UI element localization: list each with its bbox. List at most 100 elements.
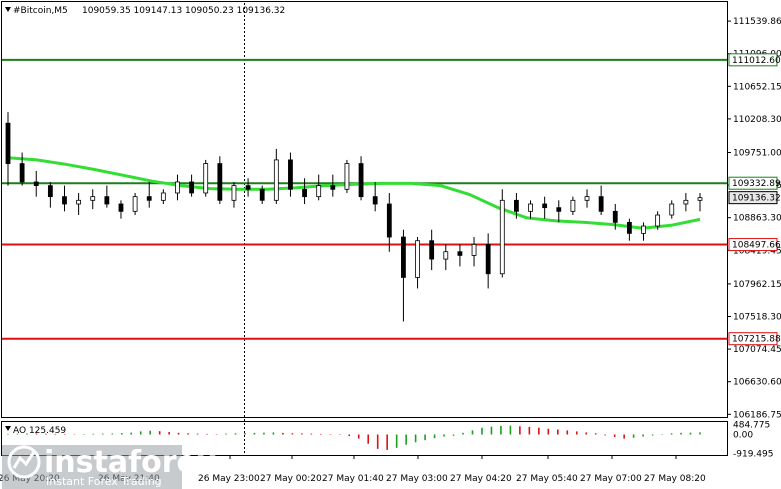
- moving-average: [7, 156, 701, 230]
- candle-body: [189, 181, 194, 194]
- y-tick-label: 110208.30: [733, 115, 781, 125]
- candle-body: [160, 192, 166, 201]
- candle-body: [104, 196, 110, 205]
- x-tick-label: 27 May 03:00: [386, 474, 448, 484]
- candle-body: [683, 199, 689, 205]
- candle-body: [288, 159, 293, 190]
- candle-body: [273, 159, 279, 201]
- candle-body: [499, 199, 505, 275]
- candle-body: [62, 196, 67, 205]
- candle-body: [386, 203, 392, 238]
- chevron-down-icon[interactable]: [5, 7, 11, 12]
- ao-tick-label: 0.00: [733, 430, 753, 440]
- candle-body: [118, 203, 124, 212]
- candles: [5, 112, 703, 322]
- ao-histogram: [7, 425, 701, 450]
- candle-body: [259, 188, 265, 201]
- candle-body: [471, 243, 477, 256]
- candle-body: [429, 240, 435, 260]
- candle-body: [443, 251, 449, 260]
- candle-body: [372, 196, 378, 205]
- level-tag-label: 107215.88: [732, 335, 781, 345]
- y-tick-label: 106630.60: [733, 378, 781, 388]
- candle-body: [556, 207, 562, 212]
- candle-body: [344, 163, 350, 190]
- current-price-tag-label: 109136.32: [732, 194, 781, 204]
- candle-body: [415, 240, 420, 278]
- candle-body: [584, 196, 590, 201]
- candle-body: [146, 196, 152, 201]
- candle-body: [316, 185, 322, 198]
- ao-tick-label: 484.775: [733, 421, 770, 431]
- candle-body: [655, 214, 661, 227]
- x-tick-label: 27 May 05:40: [516, 474, 578, 484]
- logo-brand: instaforex: [44, 445, 216, 480]
- candle-body: [203, 163, 209, 194]
- candle-body: [132, 196, 138, 212]
- level-tag-label: 109332.89: [732, 179, 781, 189]
- candle-body: [457, 251, 463, 256]
- x-tick-label: 27 May 04:20: [450, 474, 512, 484]
- candle-body: [528, 203, 533, 212]
- level-tag-label: 108497.66: [732, 241, 781, 251]
- candle-body: [33, 181, 39, 187]
- y-tick-label: 106186.75: [733, 410, 781, 420]
- y-tick-label: 107518.30: [733, 312, 781, 322]
- candle-body: [47, 185, 53, 198]
- candle-body: [217, 163, 223, 201]
- level-tag-box: [728, 238, 778, 252]
- level-tag-box: [728, 53, 778, 67]
- candle-body: [598, 196, 604, 212]
- logo-tagline: Instant Forex Trading: [46, 475, 162, 488]
- x-tick-label: 27 May 00:20: [260, 474, 322, 484]
- y-tick-label: 109751.00: [733, 149, 781, 159]
- candle-body: [175, 181, 180, 194]
- indicator-plot-frame: [1, 421, 728, 456]
- ao-tick-label: -919.495: [733, 449, 773, 459]
- candle-body: [612, 210, 618, 223]
- candle-body: [626, 221, 632, 234]
- candle-body: [19, 163, 25, 183]
- ao-label: AO 125.459: [13, 426, 66, 436]
- main-plot-frame: [1, 1, 728, 418]
- candle-body: [245, 185, 251, 190]
- candle-body: [669, 203, 675, 216]
- candle-body: [641, 225, 646, 234]
- candle-body: [302, 188, 307, 198]
- x-tick-label: 27 May 08:20: [644, 474, 706, 484]
- candle-body: [5, 122, 11, 164]
- candle-body: [76, 199, 82, 205]
- y-tick-label: 107074.45: [733, 345, 781, 355]
- candle-body: [697, 197, 703, 201]
- instaforex-logo: instaforex Instant Forex Trading: [2, 445, 216, 489]
- logo-mark-icon: [7, 445, 41, 479]
- y-tick-label: 108419.45: [733, 246, 781, 256]
- y-tick-label: 110652.15: [733, 82, 781, 92]
- current-price-tag-box: [728, 191, 778, 205]
- x-tick-label: 26 May 23:00: [198, 474, 260, 484]
- y-axis: 111539.86111096.00110652.15110208.301097…: [727, 17, 781, 420]
- symbol-label: #Bitcoin,M5: [13, 6, 68, 16]
- y-tick-label: 108863.30: [733, 214, 781, 224]
- y-tick-label: 111539.86: [733, 17, 781, 27]
- moving-average-line: [7, 156, 701, 230]
- level-tag-box: [728, 332, 778, 346]
- x-tick-label: 27 May 07:00: [580, 474, 642, 484]
- candle-body: [231, 185, 237, 201]
- candle-body: [358, 163, 364, 198]
- candle-body: [330, 185, 336, 190]
- candle-body: [401, 236, 406, 278]
- ohlc-label: 109059.35 109147.13 109050.23 109136.32: [82, 6, 285, 16]
- price-tags: 111012.60 109332.89 108497.66 107215.88 1091…: [728, 53, 781, 346]
- candle-body: [90, 196, 96, 201]
- chevron-down-icon[interactable]: [5, 426, 11, 431]
- candle-body: [485, 243, 491, 275]
- candle-body: [542, 203, 548, 209]
- y-tick-label: 107962.15: [733, 280, 781, 290]
- x-tick-label: 27 May 01:40: [322, 474, 384, 484]
- level-tag-label: 111012.60: [732, 56, 781, 66]
- candle-body: [514, 199, 519, 212]
- candle-body: [570, 199, 576, 212]
